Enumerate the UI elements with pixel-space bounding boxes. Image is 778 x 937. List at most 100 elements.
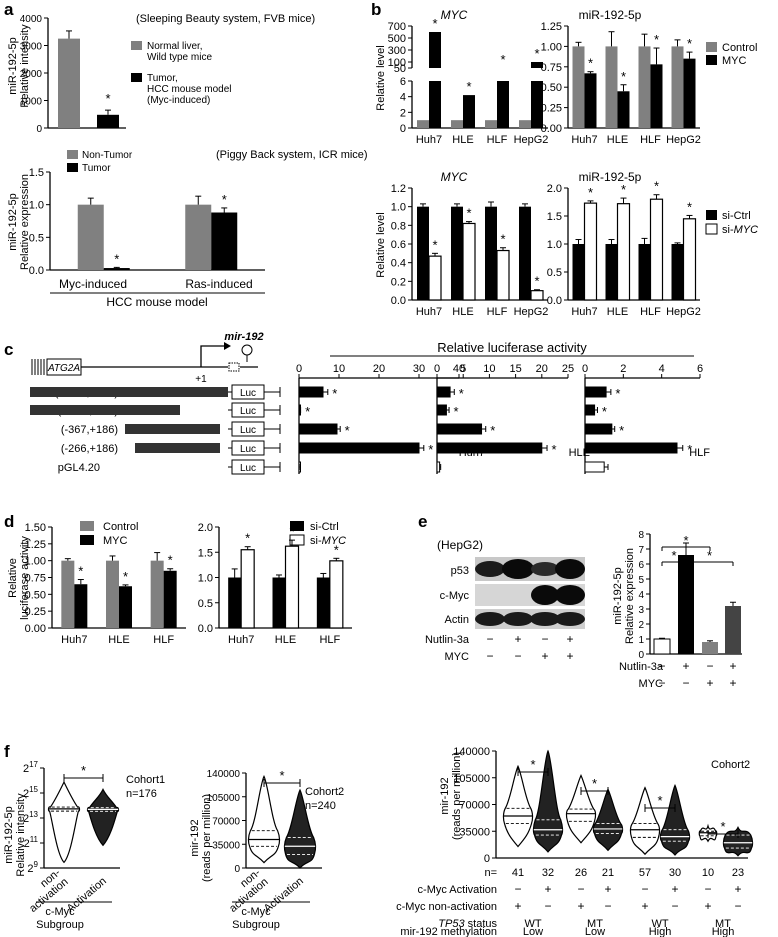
panel-label-f: f — [4, 742, 10, 761]
c-huh7-xtick-label: 30 — [413, 363, 425, 375]
b-mir-kd-bar — [649, 198, 664, 301]
c-huh7-xtick-label: 40 — [453, 363, 465, 375]
f-table-meth-label: mir-192 methylation — [400, 926, 497, 937]
e-blot-label-actin: Actin — [445, 614, 469, 626]
b-myc-oe-bar — [485, 120, 497, 128]
f-table-act: + — [544, 882, 551, 896]
b-legend-swatch-simyc — [705, 223, 718, 235]
b-mir-oe-bar — [617, 91, 630, 128]
a-legend-swatch-tumor — [131, 73, 142, 82]
b-mir-oe-xtick-label: HepG2 — [666, 134, 701, 146]
f-c2-subgroup-1: c-Myc — [241, 906, 271, 918]
a-top-ylabel2: Relative intensity — [19, 24, 31, 108]
d-oe-ytick-label: 1.50 — [25, 522, 46, 534]
a-top-ytick-label: 2000 — [20, 69, 43, 80]
f-table-act: + — [671, 882, 678, 896]
b-myc-kd-star: * — [500, 232, 505, 247]
b-myc-oe-ytick-label: 50 — [394, 63, 406, 75]
chart-b-mir-oe: 0.00 0.25 0.50 0.75 1.00 1.25 Huh7 * HLE * HLF * Hep… — [541, 21, 701, 146]
a-top-star: * — [105, 91, 110, 106]
c-header: Relative luciferase activity — [437, 340, 587, 355]
c-hlf-star: * — [619, 423, 624, 438]
b-legend-myc: MYC — [722, 55, 747, 67]
c-promoter-fragment — [30, 387, 228, 397]
b-myc-oe-bar — [429, 81, 441, 128]
c-hlf-xtick-label: 6 — [697, 363, 703, 375]
f-c1-n: n=176 — [126, 788, 157, 800]
c-hle-bar — [436, 442, 543, 454]
b-mir-kd-xtick-label: HLF — [640, 306, 661, 318]
chart-a-bottom: 0.0 0.5 1.0 1.5 * * — [29, 167, 265, 277]
a-bottom-ylabel2: Relative expression — [19, 174, 31, 270]
e-cell-line: (HepG2) — [437, 538, 483, 552]
b-myc-kd-ytick-label: 0.4 — [391, 258, 406, 270]
e-blot-label-cmyc: c-Myc — [440, 590, 470, 602]
f-c1-sig-star: * — [81, 763, 86, 778]
b-myc-oe-ytick-label: 100 — [388, 57, 406, 69]
a-bottom-ylabel1: miR-192-5p — [7, 193, 19, 250]
d-oe-xtick-label: HLF — [153, 634, 174, 646]
c-hle-bar — [436, 404, 447, 416]
b-mir-kd-bar — [583, 202, 598, 301]
d-legend-control: Control — [103, 521, 138, 533]
b-mir-oe-star: * — [621, 69, 626, 84]
c-huh7-star: * — [332, 386, 337, 401]
d-kd-star: * — [245, 531, 250, 546]
c-mir-locus — [228, 362, 240, 372]
f-right-0-violin — [502, 764, 534, 848]
panel-label-d: d — [4, 512, 14, 531]
b-mir-oe-star: * — [588, 56, 593, 71]
e-bar-sign: − — [658, 676, 665, 690]
c-hle-xtick-label: 20 — [536, 363, 548, 375]
e-bar-sign: + — [729, 659, 736, 673]
f-c1-nonact-violin — [47, 780, 81, 864]
e-bar — [725, 606, 741, 654]
c-luc-label: Luc — [240, 463, 256, 474]
e-bar-sign: + — [682, 659, 689, 673]
c-tss-arrowhead — [224, 342, 231, 350]
f-table-act: + — [734, 882, 741, 896]
b-mir-oe-ytick-label: 1.00 — [541, 41, 562, 53]
b-myc-kd-ytick-label: 0.0 — [391, 295, 406, 307]
e-band-actin-1 — [475, 612, 505, 626]
c-hairpin-loop — [241, 344, 253, 356]
c-hlf-bar — [584, 461, 605, 473]
d-legend-myc: MYC — [103, 535, 128, 547]
a-bottom-ytick-label: 1.0 — [29, 200, 44, 212]
c-construct-label: pGL4.20 — [58, 462, 100, 474]
c-huh7-bar — [298, 386, 324, 398]
b-mir-oe-ytick-label: 0.75 — [541, 62, 562, 74]
c-tss-label: +1 — [195, 374, 207, 385]
chart-b-myc-kd: 0.0 0.2 0.4 0.6 0.8 1.0 1.2 Huh7 * HLE * HLF * HepG2 * — [391, 183, 549, 318]
a-top-note: (Sleeping Beauty system, FVB mice) — [136, 13, 315, 25]
d-kd-bar — [272, 577, 286, 628]
c-promoter-fragment — [30, 405, 180, 415]
f-c1-ytick-label: 211 — [24, 835, 39, 850]
e-western-blot — [475, 557, 585, 629]
f-c2-ytick-label: 35000 — [212, 840, 240, 851]
e-row-myc: MYC — [445, 651, 470, 663]
b-myc-oe-ytick-label: 2 — [400, 107, 406, 119]
d-kd-ytick-label: 1.0 — [198, 573, 213, 585]
panel-label-b: b — [371, 0, 381, 19]
c-hlf-star: * — [615, 386, 620, 401]
c-gene-label: ATG2A — [47, 363, 80, 374]
b-myc-kd-xtick-label: HLF — [487, 306, 508, 318]
f-table-tp53: WT — [524, 918, 541, 930]
e-bar-sign: + — [706, 676, 713, 690]
c-hle-star: * — [454, 404, 459, 419]
a-bottom-ytick-label: 0.0 — [29, 265, 44, 277]
c-promoter-fragment — [135, 443, 220, 453]
f-table-act: + — [604, 882, 611, 896]
c-construct-label: (-367,+186) — [61, 424, 118, 436]
f-c1-ylabel2: Relative intensity — [15, 793, 27, 877]
c-hle-xtick-label: 15 — [509, 363, 521, 375]
b-mir-kd-star: * — [621, 182, 626, 197]
e-bar-row-myc: MYC — [639, 678, 664, 690]
d-oe-ytick-label: 0.75 — [25, 573, 46, 585]
e-sig-star: * — [707, 548, 712, 563]
a-top-ytick-label: 3000 — [20, 42, 43, 53]
f-condition-table: n= 41 32 26 21 57 30 10 23 c-Myc Activation − + − + − +… — [396, 867, 744, 937]
